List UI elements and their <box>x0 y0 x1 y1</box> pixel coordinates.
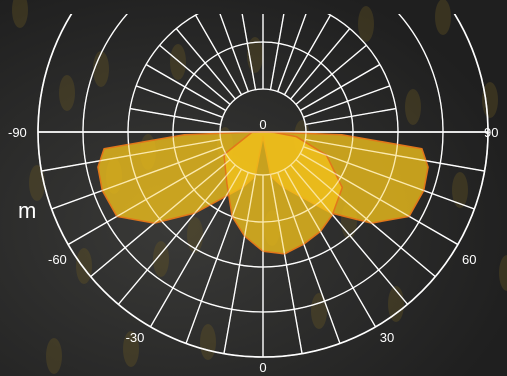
radial-gridline-overlay <box>129 107 221 126</box>
radial-gridline-overlay <box>305 107 397 126</box>
radial-gridline-overlay <box>299 152 459 246</box>
radial-gridline-overlay <box>185 172 249 344</box>
background-blob <box>76 248 92 284</box>
tick-label: 0 <box>259 360 266 375</box>
radial-gridline-overlay <box>159 44 231 105</box>
radial-gridline-overlay <box>149 168 243 328</box>
background-blob <box>123 331 139 367</box>
background-blob <box>435 0 451 35</box>
background-blob <box>153 241 169 277</box>
radial-gridline-overlay <box>117 164 236 305</box>
tick-label: 90 <box>484 125 498 140</box>
tick-label: 60 <box>462 252 476 267</box>
radial-gridline-overlay <box>303 146 475 210</box>
radial-gridline-overlay <box>90 159 231 278</box>
background-blob <box>12 0 28 28</box>
tick-label: 30 <box>380 330 394 345</box>
radial-gridline-overlay <box>194 14 243 96</box>
radial-gridline-overlay <box>223 174 257 354</box>
background-blob <box>170 44 186 80</box>
radial-gridline-overlay <box>145 63 227 112</box>
radial-gridline-overlay <box>305 138 485 172</box>
background-blob <box>358 6 374 42</box>
background-blob <box>499 255 507 291</box>
radial-gridline-overlay <box>175 28 236 100</box>
angle-tick-labels: -90 -60 -30 0 30 60 90 0 <box>8 117 498 375</box>
radial-gridline-overlay <box>269 14 285 90</box>
tick-label: -60 <box>48 252 67 267</box>
radial-gridline-overlay <box>51 146 223 210</box>
intensity-curve-plane-b <box>223 131 344 255</box>
radial-gridline-overlay <box>303 85 391 118</box>
tick-label: -30 <box>126 330 145 345</box>
radial-gridline-overlay <box>277 172 341 344</box>
radial-gridline-overlay <box>41 138 221 172</box>
radial-gridline-overlay <box>67 152 227 246</box>
tick-label: -90 <box>8 125 27 140</box>
background-blob <box>482 82 498 118</box>
background-blob <box>46 338 62 374</box>
background-blob <box>452 172 468 208</box>
polar-grid-overlay <box>37 14 489 358</box>
radial-gridline-overlay <box>241 14 257 90</box>
background-blob <box>405 89 421 125</box>
intensity-curves <box>97 131 429 255</box>
radial-gridline-overlay <box>299 63 381 112</box>
radial-gridline-overlay <box>219 14 249 92</box>
radial-gridline-overlay <box>290 164 409 305</box>
tick-label: 0 <box>259 117 266 132</box>
radial-gridline-overlay <box>269 174 303 354</box>
radial-gridline-overlay <box>290 28 351 100</box>
radial-gridline-overlay <box>283 14 332 96</box>
background-blob <box>93 51 109 87</box>
radial-gridline-overlay <box>295 159 436 278</box>
radial-gridline-overlay <box>283 168 377 328</box>
radial-gridline-overlay <box>277 14 307 92</box>
radial-gridline-overlay <box>295 44 367 105</box>
background-blob <box>59 75 75 111</box>
background-blob <box>29 165 45 201</box>
radial-gridline-overlay <box>135 85 223 118</box>
cropped-label-fragment: m <box>18 198 37 223</box>
